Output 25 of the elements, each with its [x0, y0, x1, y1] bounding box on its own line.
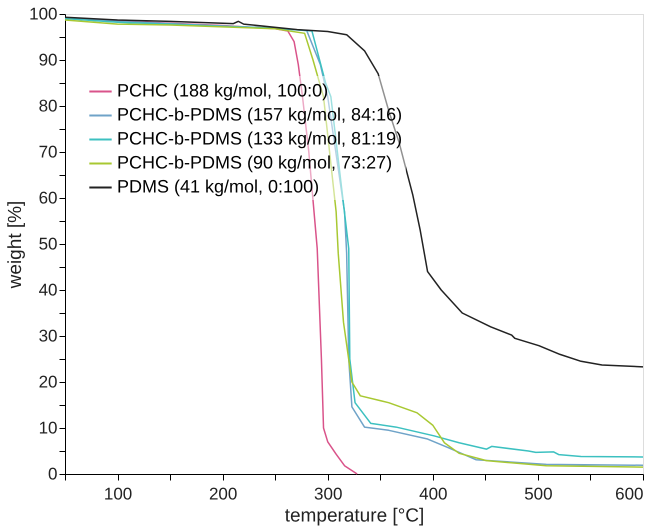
legend-label: PCHC (188 kg/mol, 100:0): [117, 80, 328, 100]
y-tick-label: 40: [38, 280, 58, 300]
x-axis-title: temperature [°C]: [284, 506, 424, 526]
y-tick-label: 10: [38, 418, 58, 438]
legend-label: PCHC-b-PDMS (133 kg/mol, 81:19): [117, 128, 402, 148]
x-tick-label: 600: [615, 484, 644, 504]
legend-label: PCHC-b-PDMS (90 kg/mol, 73:27): [117, 152, 392, 172]
y-tick-label: 0: [48, 464, 58, 484]
legend-label: PCHC-b-PDMS (157 kg/mol, 84:16): [117, 104, 402, 124]
x-tick-label: 100: [104, 484, 132, 504]
x-tick-label: 200: [208, 484, 238, 504]
y-tick-label: 20: [38, 372, 58, 392]
y-tick-label: 80: [38, 96, 58, 116]
x-tick-label: 300: [314, 484, 342, 504]
y-tick-label: 90: [38, 50, 58, 70]
x-tick-label: 500: [524, 484, 553, 504]
y-tick-label: 60: [38, 188, 58, 208]
line-series: [64, 16, 644, 368]
y-tick-label: 70: [38, 142, 58, 162]
legend-label: PDMS (41 kg/mol, 0:100): [117, 176, 320, 196]
y-axis-title: weight [%]: [5, 200, 26, 290]
x-tick-label: 400: [419, 484, 448, 504]
y-tick-label: 100: [29, 4, 58, 24]
y-tick-label: 50: [38, 234, 58, 254]
y-tick-label: 30: [38, 326, 58, 346]
